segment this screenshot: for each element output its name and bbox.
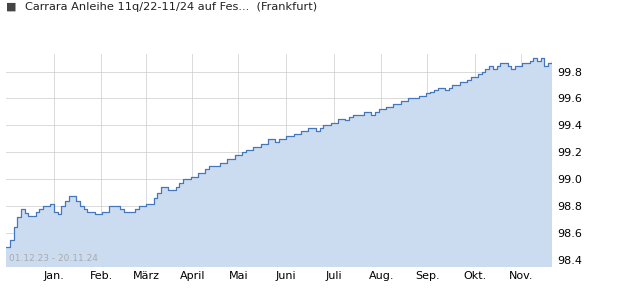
Text: Carrara Anleihe 11q/22-11/24 auf Fes...  (Frankfurt): Carrara Anleihe 11q/22-11/24 auf Fes... … [25, 2, 317, 11]
Text: 01.12.23 - 20.11.24: 01.12.23 - 20.11.24 [9, 254, 98, 263]
Text: ■: ■ [6, 2, 17, 11]
